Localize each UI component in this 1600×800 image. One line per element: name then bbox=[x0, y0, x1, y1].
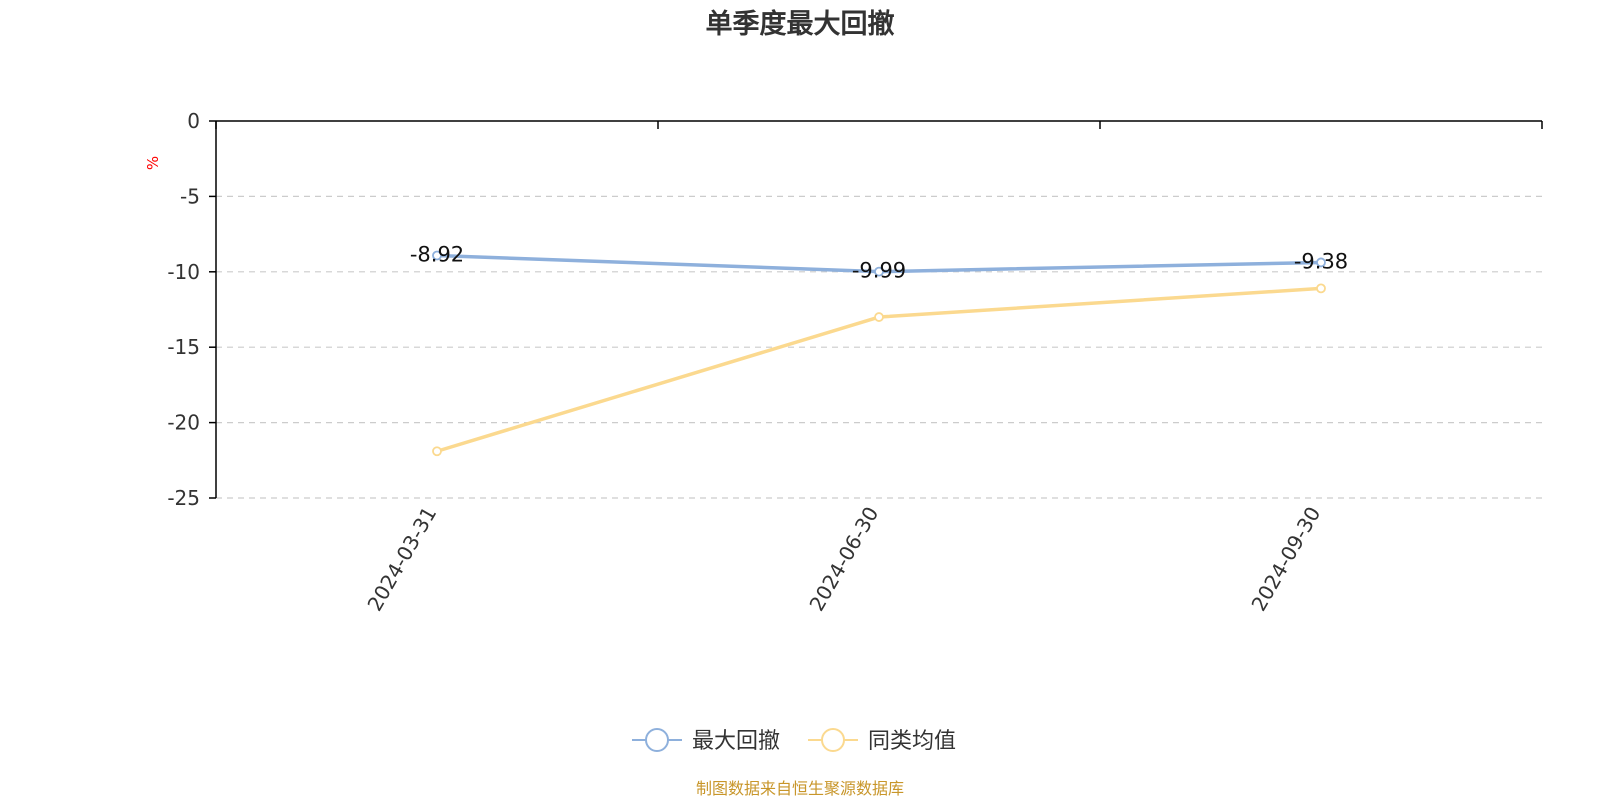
data-point bbox=[432, 446, 442, 457]
source-note: 制图数据来自恒生聚源数据库 bbox=[696, 779, 904, 798]
legend-label: 最大回撤 bbox=[692, 729, 780, 754]
x-tick-label: 2024-09-30 bbox=[1246, 503, 1325, 616]
x-tick-label: 2024-03-31 bbox=[362, 503, 441, 616]
y-tick-label: -5 bbox=[180, 184, 200, 208]
data-point bbox=[874, 312, 884, 322]
data-point bbox=[432, 250, 442, 261]
grid-lines bbox=[216, 195, 1542, 499]
y-tick-label: -25 bbox=[167, 486, 200, 510]
axes bbox=[209, 120, 1543, 499]
x-tick-labels: 2024-03-31 2024-06-30 2024-09-30 bbox=[362, 503, 1325, 616]
series-lines bbox=[432, 250, 1326, 457]
data-point bbox=[874, 266, 884, 277]
y-tick-label: 0 bbox=[187, 109, 200, 133]
y-tick-label: -10 bbox=[167, 260, 200, 284]
legend-label: 同类均值 bbox=[868, 729, 956, 754]
data-label: -8.92 bbox=[410, 243, 464, 267]
y-axis-unit-label: % bbox=[144, 156, 162, 170]
legend-item[interactable]: 同类均值 bbox=[808, 728, 956, 754]
legend[interactable]: 最大回撤 同类均值 bbox=[632, 728, 956, 754]
data-point bbox=[1316, 257, 1326, 268]
x-tick-label: 2024-06-30 bbox=[804, 503, 883, 616]
y-tick-label: -20 bbox=[167, 411, 200, 435]
data-point bbox=[1316, 283, 1326, 294]
legend-circle-icon bbox=[645, 728, 669, 752]
legend-circle-icon bbox=[821, 728, 845, 752]
y-tick-labels: 0 -5 -10 -15 -20 -25 bbox=[167, 109, 200, 510]
y-tick-label: -15 bbox=[167, 335, 200, 359]
legend-item[interactable]: 最大回撤 bbox=[632, 728, 780, 754]
data-label: -9.38 bbox=[1294, 249, 1348, 273]
chart-title: 单季度最大回撤 bbox=[706, 8, 895, 40]
data-label: -9.99 bbox=[852, 259, 906, 283]
data-labels: -8.92 -9.99 -9.38 bbox=[410, 243, 1348, 283]
